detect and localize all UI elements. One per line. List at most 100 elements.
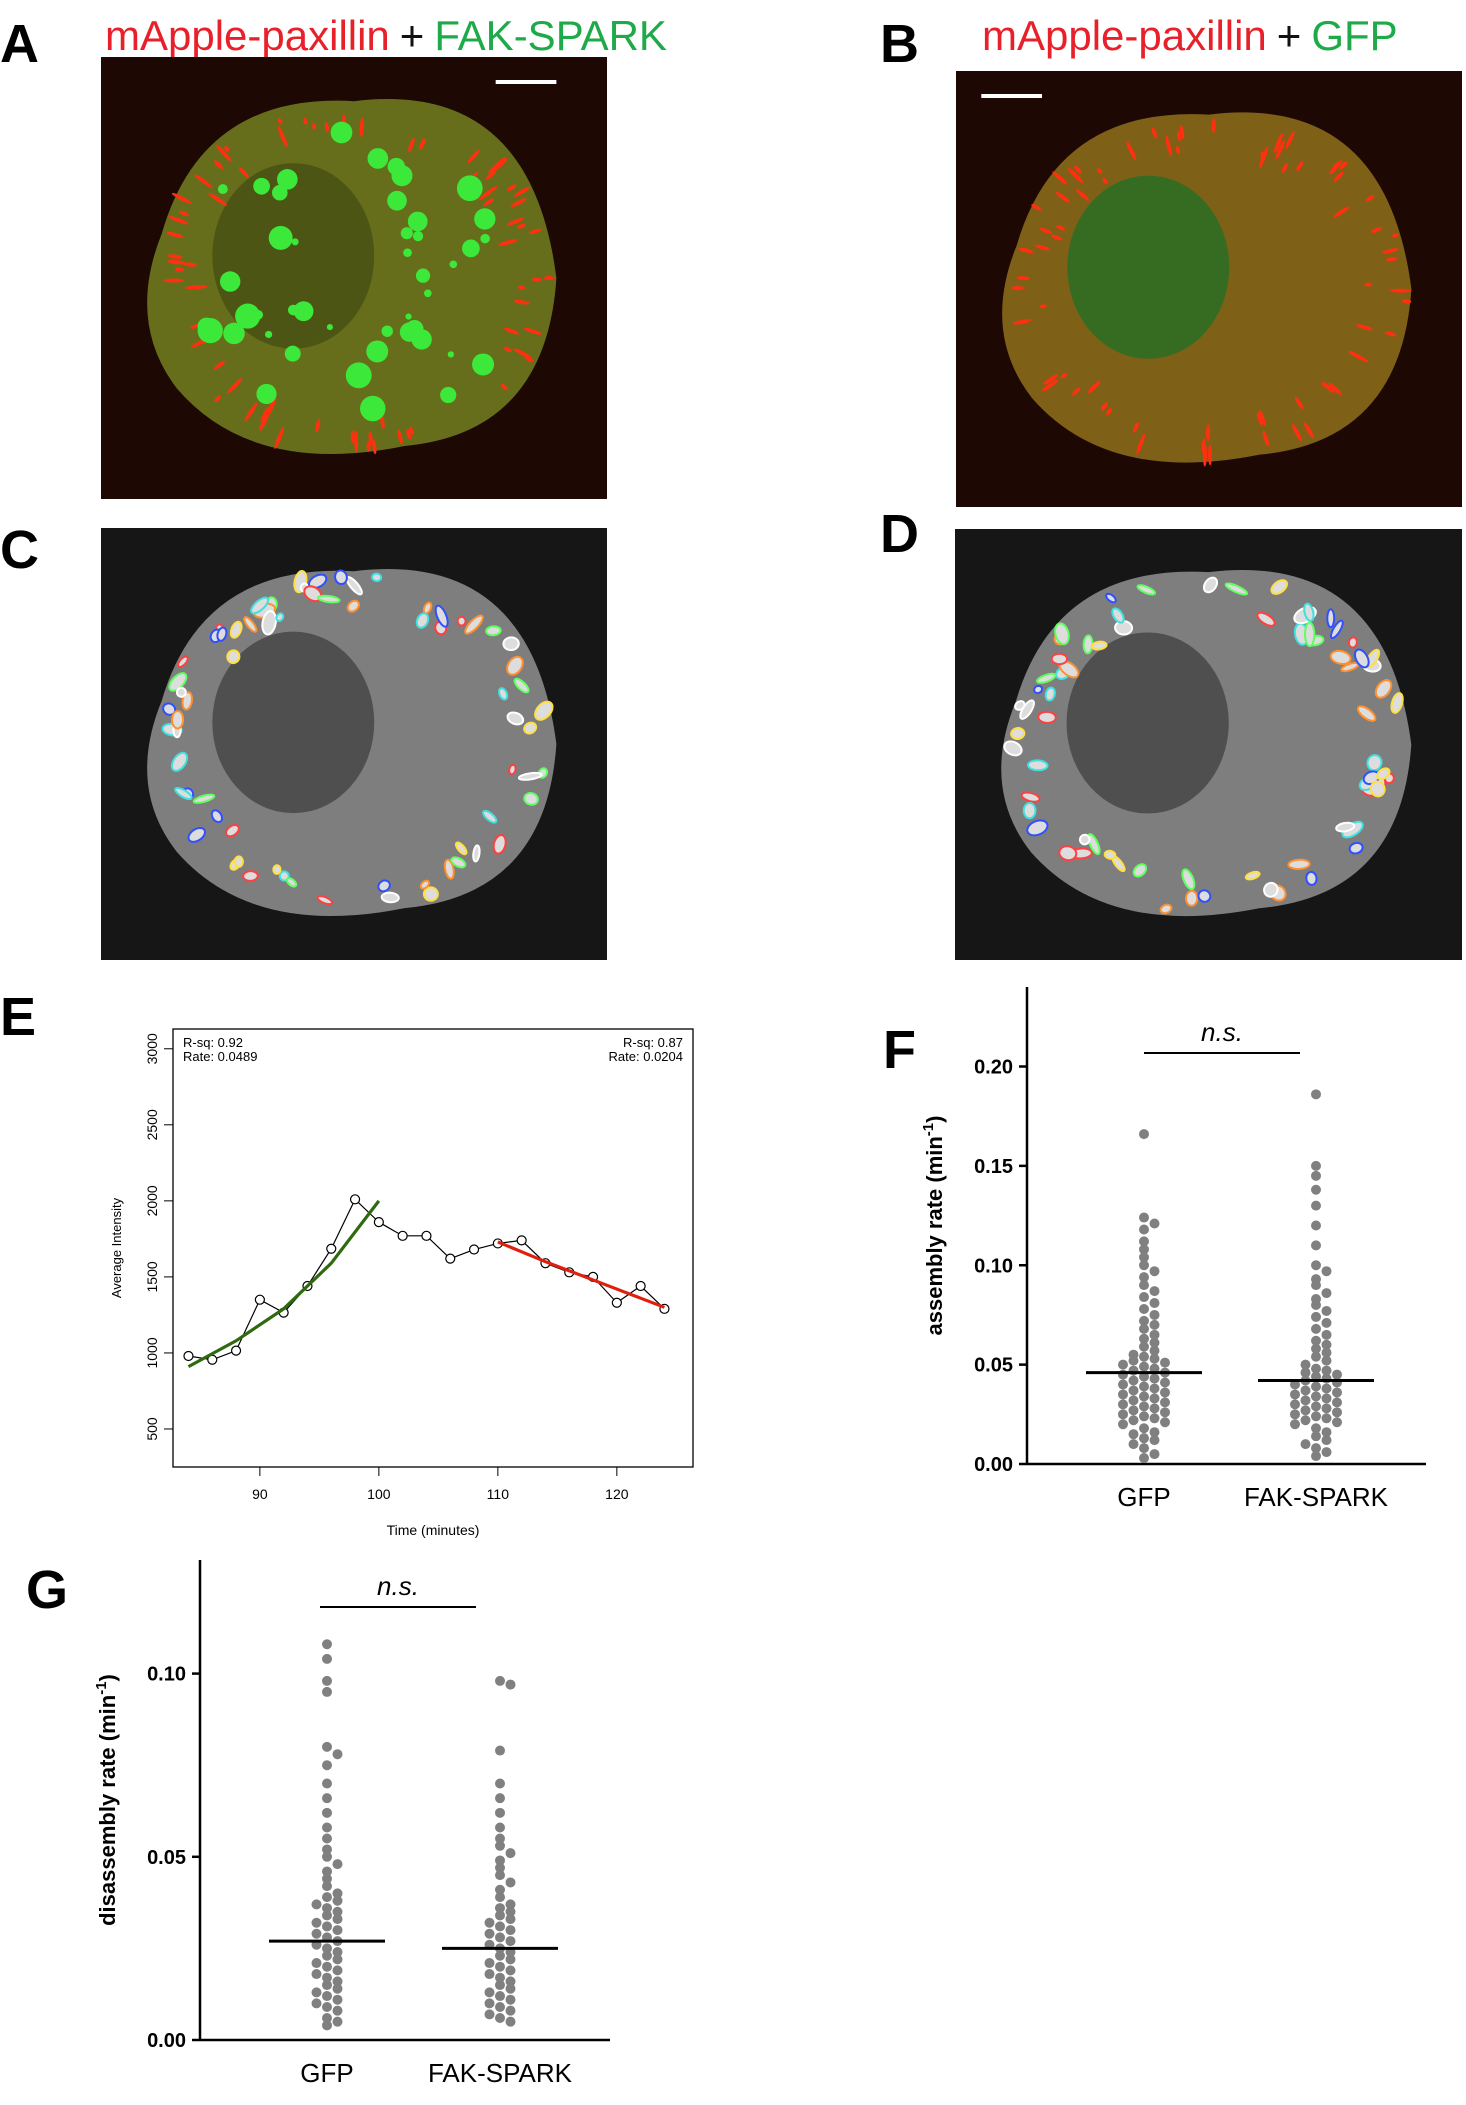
x-tick-label: 90 [252, 1486, 268, 1502]
adhesion [1285, 131, 1295, 150]
adhesion-outline [216, 626, 228, 642]
data-point [1128, 1355, 1139, 1366]
adhesion-outline [171, 709, 185, 730]
adhesion-outline [1044, 686, 1056, 702]
adhesion-outline [1082, 634, 1094, 655]
data-point [322, 1991, 332, 2002]
data-point [1118, 1419, 1128, 1430]
adhesion-outline [482, 809, 498, 824]
data-point [1332, 1369, 1342, 1380]
data-point [484, 1917, 495, 1928]
x-axis-label: Time (minutes) [387, 1522, 480, 1538]
data-point [1311, 1335, 1321, 1346]
adhesion [354, 430, 359, 453]
adhesion [1132, 422, 1139, 433]
significance-label: n.s. [377, 1571, 419, 1601]
adhesion-outline [1050, 652, 1069, 666]
adhesion [543, 276, 555, 281]
adhesion [1292, 423, 1302, 442]
adhesion [178, 210, 190, 217]
micrograph [101, 528, 607, 960]
data-point [495, 1903, 505, 1914]
adhesion-outline [1347, 636, 1358, 649]
adhesion [504, 327, 520, 335]
panel-title: mApple-paxillin + FAK-SPARK [105, 12, 667, 59]
data-point [311, 1917, 322, 1928]
y-tick-label: 3000 [144, 1033, 160, 1064]
data-point [495, 2002, 505, 2013]
data-point [1321, 1339, 1332, 1350]
adhesion [467, 149, 480, 164]
data-point [349, 1194, 361, 1205]
micrograph [101, 57, 607, 499]
data-point [1149, 1329, 1160, 1340]
data-point [322, 1741, 332, 1752]
data-point [495, 1833, 505, 1844]
droplet [326, 324, 333, 331]
data-point [1300, 1367, 1311, 1378]
data-point [1139, 1453, 1149, 1464]
droplet [480, 233, 490, 244]
adhesion-outline [242, 870, 259, 882]
data-point [1139, 1315, 1149, 1326]
adhesion [1101, 402, 1108, 411]
adhesion-outline [456, 615, 467, 627]
data-point [1321, 1393, 1332, 1404]
adhesion-outline [1103, 849, 1117, 860]
data-point [495, 1932, 505, 1943]
adhesion [1031, 204, 1042, 211]
data-point [1311, 1381, 1321, 1392]
adhesion [1364, 282, 1373, 287]
data-point [322, 1961, 332, 1972]
adhesion [1010, 286, 1025, 291]
data-point [1139, 1443, 1149, 1454]
adhesion [1201, 438, 1206, 455]
adhesion-outline [316, 594, 341, 604]
data-point [516, 1235, 527, 1246]
adhesion [1370, 227, 1382, 233]
data-point [1128, 1429, 1139, 1440]
fit-annotation: R-sq: 0.87 [623, 1035, 683, 1050]
adhesion [1258, 410, 1266, 426]
adhesion [1041, 379, 1059, 392]
adhesion [524, 327, 542, 335]
data-point [322, 1686, 332, 1697]
adhesion-outline [415, 612, 430, 629]
adhesion [506, 217, 525, 226]
data-point [322, 1892, 332, 1903]
data-point [505, 2016, 516, 2027]
adhesion-outline [1353, 648, 1370, 669]
adhesion [167, 254, 183, 259]
adhesion-outline [1374, 679, 1393, 699]
adhesion-outline [1184, 890, 1199, 907]
data-point [1149, 1319, 1160, 1330]
data-point [1311, 1323, 1321, 1334]
data-point [495, 1745, 505, 1756]
data-point [1300, 1395, 1311, 1406]
x-tick-label: FAK-SPARK [1244, 1482, 1389, 1512]
data-point [332, 1925, 343, 1936]
nucleus [1067, 175, 1230, 359]
panel-letter: C [0, 520, 39, 580]
y-tick-label: 0.00 [147, 2030, 186, 2052]
adhesion [1039, 304, 1047, 309]
droplet [293, 301, 314, 322]
adhesion-outline [497, 687, 509, 701]
data-point [1128, 1365, 1139, 1376]
adhesion [1391, 233, 1399, 238]
data-point [1118, 1379, 1128, 1390]
data-point [1149, 1403, 1160, 1414]
adhesion-outline [233, 855, 244, 868]
adhesion [324, 122, 329, 132]
data-point [1311, 1240, 1321, 1251]
adhesion-outline [1132, 863, 1148, 878]
adhesion [1151, 127, 1157, 139]
adhesion-outline [523, 792, 539, 806]
data-point [322, 1910, 332, 1921]
y-tick-label: 0.20 [974, 1057, 1013, 1079]
data-point [505, 1877, 516, 1888]
data-point [1128, 1385, 1139, 1396]
adhesion [406, 428, 412, 440]
droplet [253, 309, 264, 320]
data-point [322, 1653, 332, 1664]
